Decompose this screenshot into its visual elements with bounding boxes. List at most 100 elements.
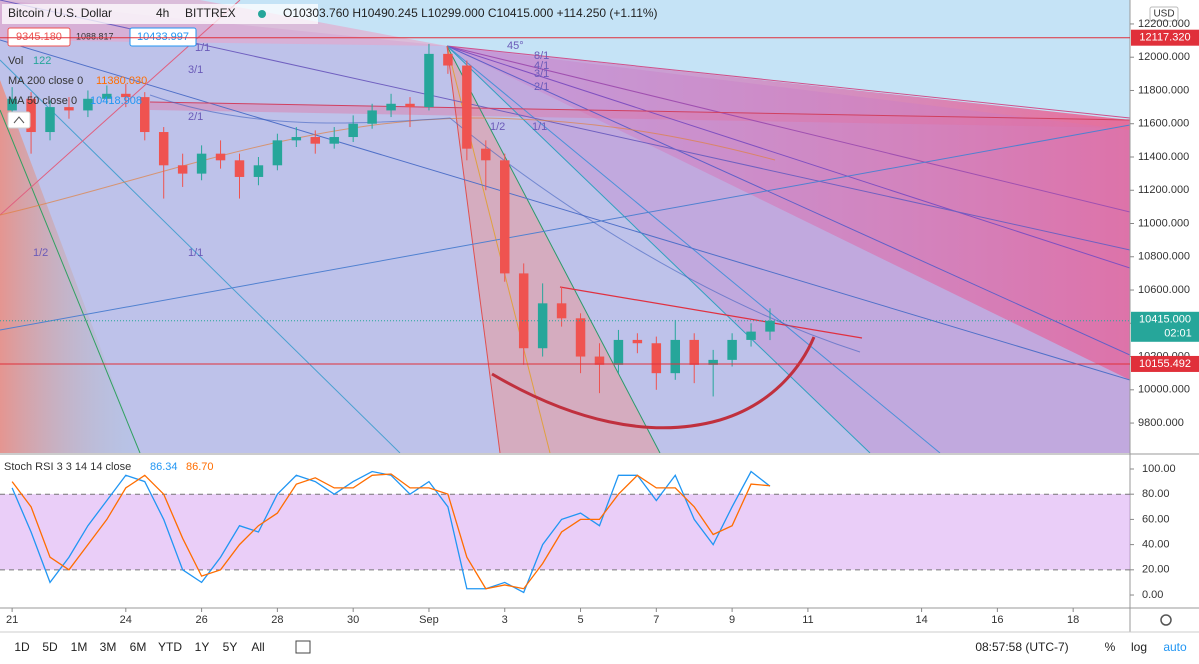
vol-label: Vol — [8, 55, 23, 67]
y-tick-label: 10600.000 — [1138, 284, 1190, 296]
candle-body — [291, 137, 302, 141]
candle-body — [556, 303, 567, 319]
y-tick-label: 11400.000 — [1138, 151, 1189, 163]
fan-label: 1/2 — [33, 247, 48, 259]
period-button[interactable]: 1Y — [195, 640, 210, 654]
y-tick-label: 12000.000 — [1138, 51, 1190, 63]
status-dot — [258, 10, 266, 18]
candle-body — [367, 110, 377, 124]
candle-body — [651, 343, 662, 374]
fan-label: 4/1 — [534, 60, 549, 72]
candle-body — [518, 273, 529, 349]
symbol: Bitcoin / U.S. Dollar — [8, 6, 112, 20]
fan-lines — [0, 0, 1130, 453]
y-tick-label: 0.00 — [1142, 589, 1163, 601]
interval: 4h — [156, 6, 169, 20]
stoch-title: Stoch RSI 3 3 14 14 close — [4, 461, 131, 473]
candle-body — [462, 65, 472, 149]
fan-label: 1/2 — [490, 121, 505, 133]
y-tick-label: 12200.000 — [1138, 18, 1190, 30]
fan-label: 45° — [507, 40, 524, 52]
candle-body — [500, 160, 510, 274]
currency: USD — [1153, 9, 1174, 20]
period-button[interactable]: 3M — [100, 640, 117, 654]
fan-zone — [447, 46, 1130, 380]
fan-label: 1/1 — [532, 121, 547, 133]
vol-value: 122 — [33, 55, 51, 67]
last-price-tag — [1131, 311, 1199, 342]
fan-label: 8/1 — [534, 50, 549, 62]
candle-body — [272, 140, 283, 166]
log-toggle[interactable]: log — [1131, 640, 1147, 654]
candle-body — [727, 339, 737, 360]
candle-body — [708, 359, 718, 365]
y-tick-label: 11200.000 — [1138, 184, 1189, 196]
ma50-value: 10418.908 — [90, 95, 142, 107]
y-tick-label: 9800.000 — [1138, 417, 1184, 429]
sell-price: 9345.180 — [16, 31, 62, 43]
candle-body — [64, 107, 74, 111]
level-label: 12117.320 — [1139, 32, 1190, 44]
drawings — [0, 0, 1130, 453]
ma50-label: MA 50 close 0 — [8, 95, 77, 107]
calendar-icon[interactable] — [295, 640, 311, 654]
period-button[interactable]: 5D — [42, 640, 58, 654]
percent-toggle[interactable]: % — [1105, 640, 1116, 654]
x-tick-label: 18 — [1067, 614, 1079, 626]
ohlc: O10303.760 H10490.245 L10299.000 C10415.… — [283, 6, 658, 20]
candle-body — [443, 53, 453, 66]
collapse-button[interactable] — [7, 111, 31, 129]
fan-label: 2/1 — [188, 111, 203, 123]
candle-body — [405, 103, 415, 108]
settings-icon[interactable] — [1160, 614, 1172, 626]
buy-box[interactable] — [129, 27, 197, 47]
chevron-icon — [13, 116, 25, 124]
candle-body — [253, 165, 264, 177]
y-tick-label: 11000.000 — [1138, 217, 1189, 229]
auto-toggle[interactable]: auto — [1163, 640, 1187, 654]
candle-body — [102, 93, 112, 99]
y-tick-label: 60.00 — [1142, 513, 1170, 525]
level-tag — [1131, 355, 1199, 372]
fan-label: 2/1 — [534, 81, 549, 93]
candle-body — [765, 320, 775, 332]
clock: 08:57:58 (UTC-7) — [975, 640, 1068, 654]
x-tick-label: 30 — [347, 614, 359, 626]
x-tick-label: 24 — [120, 614, 132, 626]
y-tick-label: 20.00 — [1142, 564, 1170, 576]
period-button[interactable]: All — [251, 640, 264, 654]
candle-body — [613, 339, 624, 365]
period-button[interactable]: 1D — [14, 640, 30, 654]
fan-label: 1/1 — [188, 247, 203, 259]
ma200-value: 11380.030 — [96, 75, 147, 87]
spread: 1088.817 — [76, 31, 114, 41]
fan-label: 3/1 — [534, 68, 549, 80]
x-tick-label: 28 — [271, 614, 283, 626]
currency-box[interactable] — [1149, 6, 1179, 22]
candle-body — [632, 339, 643, 344]
candle-body — [121, 93, 131, 98]
candle-body — [45, 107, 55, 133]
buy-price: 10433.997 — [137, 31, 189, 43]
x-tick-label: 21 — [6, 614, 18, 626]
countdown: 02:01 — [1164, 328, 1192, 340]
header-bg — [2, 4, 318, 24]
level-label: 10155.492 — [1139, 358, 1191, 370]
period-button[interactable]: YTD — [158, 640, 182, 654]
sell-box[interactable] — [7, 27, 71, 47]
x-tick-label: 26 — [195, 614, 207, 626]
cup-curve — [491, 336, 816, 430]
x-tick-label: Sep — [419, 614, 439, 626]
fan-label: 3/1 — [188, 64, 203, 76]
period-button[interactable]: 5Y — [223, 640, 238, 654]
x-tick-label: 14 — [915, 614, 927, 626]
candle-body — [537, 303, 548, 349]
period-button[interactable]: 1M — [71, 640, 88, 654]
candle-body — [234, 160, 245, 177]
period-button[interactable]: 6M — [130, 640, 147, 654]
candle-body — [689, 339, 699, 365]
candle-body — [575, 318, 586, 357]
candle-body — [670, 339, 681, 374]
candle-body — [177, 165, 188, 174]
candle-body — [481, 148, 491, 161]
